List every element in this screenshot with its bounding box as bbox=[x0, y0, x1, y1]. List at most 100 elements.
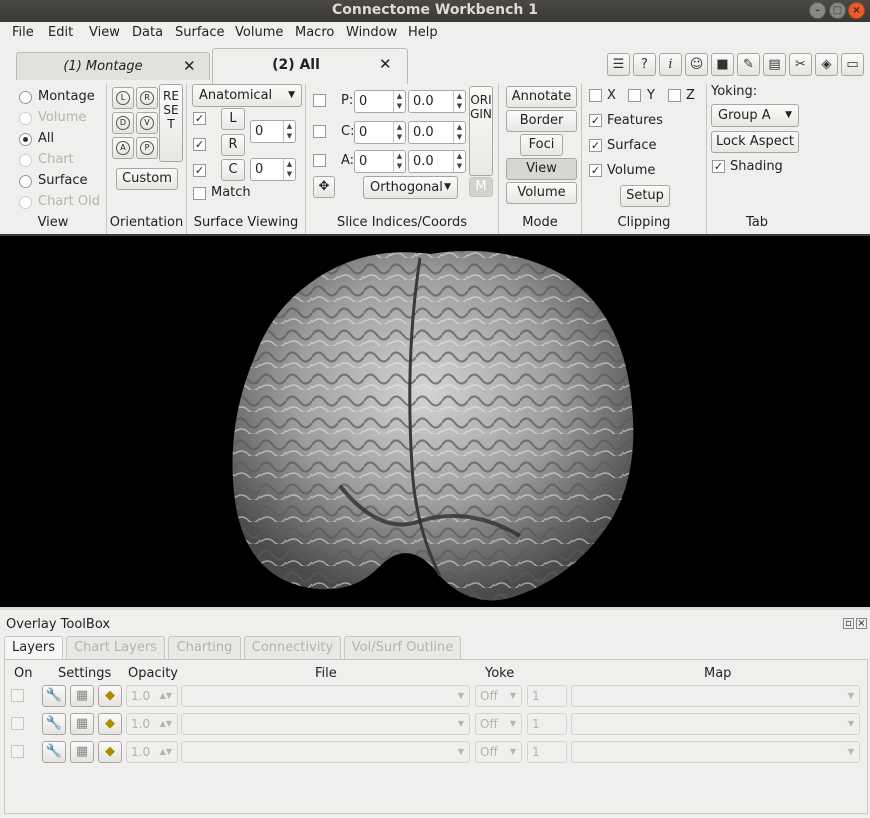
maximize-icon[interactable]: □ bbox=[829, 2, 846, 19]
foci-button[interactable]: Foci bbox=[520, 134, 563, 156]
menu-surface[interactable]: Surface bbox=[175, 25, 225, 40]
splitter[interactable] bbox=[0, 607, 870, 610]
tab-layers[interactable]: Layers bbox=[4, 636, 63, 660]
surface-cortex-checkbox[interactable]: ✓ bbox=[193, 164, 206, 177]
info-icon[interactable]: i bbox=[659, 53, 682, 76]
brain-3d-viewport[interactable] bbox=[0, 236, 870, 607]
border-button[interactable]: Border bbox=[506, 110, 577, 132]
tools-icon[interactable]: ✂ bbox=[789, 53, 812, 76]
orient-right-icon[interactable]: R bbox=[136, 87, 158, 109]
spin-arrows-icon[interactable]: ▲ ▼ bbox=[283, 159, 295, 180]
layers-icon[interactable]: ◈ bbox=[815, 53, 838, 76]
chat-icon[interactable]: ☰ bbox=[607, 53, 630, 76]
shading-checkbox[interactable]: ✓ bbox=[712, 160, 725, 173]
spin-arrows-icon[interactable]: ▲ ▼ bbox=[453, 151, 465, 172]
custom-button[interactable]: Custom bbox=[116, 168, 178, 190]
spin-arrows-icon[interactable]: ▲ ▼ bbox=[393, 122, 405, 143]
palette-icon[interactable]: ▦ bbox=[70, 685, 94, 707]
surface-left-checkbox[interactable]: ✓ bbox=[193, 112, 206, 125]
volume-mode-button[interactable]: Volume bbox=[506, 182, 577, 204]
wrench-icon[interactable]: 🔧 bbox=[42, 685, 66, 707]
radio-montage[interactable] bbox=[19, 91, 32, 104]
spin-arrows-icon[interactable]: ▲ ▼ bbox=[283, 121, 295, 142]
match-checkbox[interactable] bbox=[193, 187, 206, 200]
clip-features-checkbox[interactable]: ✓ bbox=[589, 114, 602, 127]
surface-right-button[interactable]: R bbox=[221, 134, 245, 156]
palette-icon[interactable]: ▦ bbox=[70, 741, 94, 763]
surface-mode-select[interactable]: Anatomical ▼ bbox=[192, 84, 302, 107]
orient-dorsal-icon[interactable]: D bbox=[112, 112, 134, 134]
clip-x-checkbox[interactable] bbox=[589, 89, 602, 102]
clipping-group: X Y Z ✓ Features ✓ Surface ✓ Volume Setu… bbox=[582, 84, 707, 234]
axial-index-spinbox[interactable]: 0 ▲ ▼ bbox=[354, 150, 406, 173]
coronal-coord-spinbox[interactable]: 0.0 ▲ ▼ bbox=[408, 121, 466, 144]
float-icon[interactable]: ▫ bbox=[843, 618, 854, 629]
crosshair-icon[interactable]: ✥ bbox=[313, 176, 335, 198]
coronal-checkbox[interactable] bbox=[313, 125, 326, 138]
parasagittal-coord-spinbox[interactable]: 0.0 ▲ ▼ bbox=[408, 90, 466, 113]
origin-button[interactable]: ORIGIN bbox=[469, 86, 493, 176]
projection-select[interactable]: Orthogonal ▼ bbox=[363, 176, 458, 199]
camera-icon[interactable]: ■ bbox=[711, 53, 734, 76]
scroll-icon[interactable]: ✎ bbox=[737, 53, 760, 76]
toolbox-icon[interactable]: ▭ bbox=[841, 53, 864, 76]
menu-edit[interactable]: Edit bbox=[48, 25, 74, 40]
tab-close-icon[interactable]: ✕ bbox=[379, 55, 392, 73]
surface-left-button[interactable]: L bbox=[221, 108, 245, 130]
orient-posterior-icon[interactable]: P bbox=[136, 137, 158, 159]
menu-macro[interactable]: Macro bbox=[295, 25, 335, 40]
coronal-index-spinbox[interactable]: 0 ▲ ▼ bbox=[354, 121, 406, 144]
lock-aspect-button[interactable]: Lock Aspect bbox=[711, 131, 799, 153]
clip-y-checkbox[interactable] bbox=[628, 89, 641, 102]
annotate-button[interactable]: Annotate bbox=[506, 86, 577, 108]
menu-window[interactable]: Window bbox=[346, 25, 398, 40]
wrench-icon[interactable]: 🔧 bbox=[42, 713, 66, 735]
radio-surface[interactable] bbox=[19, 175, 32, 188]
clapper-icon[interactable]: ▤ bbox=[763, 53, 786, 76]
surface-cortex-button[interactable]: C bbox=[221, 159, 245, 181]
radio-all[interactable] bbox=[19, 133, 32, 146]
tab-close-icon[interactable]: ✕ bbox=[183, 57, 196, 75]
menu-view[interactable]: View bbox=[89, 25, 120, 40]
parasagittal-index-spinbox[interactable]: 0 ▲ ▼ bbox=[354, 90, 406, 113]
spin-arrows-icon[interactable]: ▲ ▼ bbox=[393, 91, 405, 112]
surface-right-checkbox[interactable]: ✓ bbox=[193, 138, 206, 151]
orient-left-icon[interactable]: L bbox=[112, 87, 134, 109]
spin-arrows-icon[interactable]: ▲ ▼ bbox=[393, 151, 405, 172]
identify-icon[interactable]: ☺ bbox=[685, 53, 708, 76]
radio-chart-old bbox=[19, 196, 32, 209]
tab-all[interactable]: (2) All ✕ bbox=[212, 48, 408, 84]
axial-coord-spinbox[interactable]: 0.0 ▲ ▼ bbox=[408, 150, 466, 173]
close-icon[interactable]: × bbox=[856, 618, 867, 629]
menu-file[interactable]: File bbox=[12, 25, 34, 40]
view-mode-button[interactable]: View bbox=[506, 158, 577, 180]
spin-arrows-icon[interactable]: ▲ ▼ bbox=[453, 122, 465, 143]
orient-ventral-icon[interactable]: V bbox=[136, 112, 158, 134]
construction-icon[interactable]: ◆ bbox=[98, 713, 122, 735]
close-icon[interactable]: × bbox=[848, 2, 865, 19]
menu-volume[interactable]: Volume bbox=[235, 25, 284, 40]
wrench-icon[interactable]: 🔧 bbox=[42, 741, 66, 763]
construction-icon[interactable]: ◆ bbox=[98, 741, 122, 763]
radio-volume bbox=[19, 112, 32, 125]
surface-cortex-spinbox[interactable]: 0 ▲ ▼ bbox=[250, 158, 296, 181]
menu-help[interactable]: Help bbox=[408, 25, 438, 40]
orient-anterior-icon[interactable]: A bbox=[112, 137, 134, 159]
help-icon[interactable]: ? bbox=[633, 53, 656, 76]
menu-data[interactable]: Data bbox=[132, 25, 164, 40]
surface-lr-spinbox[interactable]: 0 ▲ ▼ bbox=[250, 120, 296, 143]
palette-icon[interactable]: ▦ bbox=[70, 713, 94, 735]
reset-button[interactable]: RESET bbox=[159, 84, 183, 162]
clip-z-checkbox[interactable] bbox=[668, 89, 681, 102]
coronal-axis-label: C: bbox=[341, 124, 355, 139]
yoking-select[interactable]: Group A ▼ bbox=[711, 104, 799, 127]
axial-checkbox[interactable] bbox=[313, 154, 326, 167]
clip-volume-checkbox[interactable]: ✓ bbox=[589, 164, 602, 177]
parasagittal-checkbox[interactable] bbox=[313, 94, 326, 107]
spin-arrows-icon[interactable]: ▲ ▼ bbox=[453, 91, 465, 112]
clip-surface-checkbox[interactable]: ✓ bbox=[589, 139, 602, 152]
construction-icon[interactable]: ◆ bbox=[98, 685, 122, 707]
minimize-icon[interactable]: – bbox=[809, 2, 826, 19]
tab-montage[interactable]: (1) Montage ✕ bbox=[16, 52, 210, 80]
clipping-setup-button[interactable]: Setup bbox=[620, 185, 670, 207]
